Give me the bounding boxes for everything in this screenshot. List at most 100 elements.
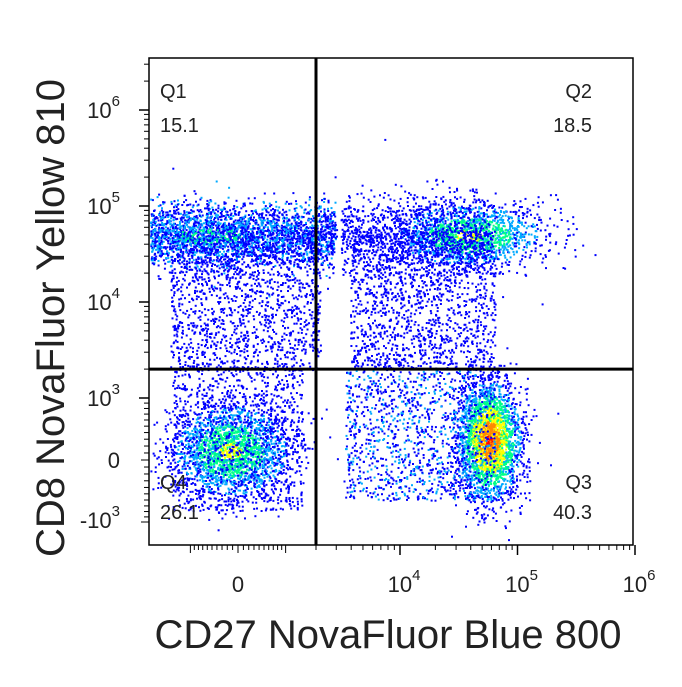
event-dot [539,218,542,221]
event-dot [220,234,223,237]
event-dot [153,223,156,226]
event-dot [153,229,156,232]
event-dot [169,210,172,213]
event-dot [311,241,314,244]
event-dot [396,210,399,213]
event-dot [333,244,335,247]
event-dot [288,209,291,212]
event-dot [254,259,257,261]
event-dot [252,242,254,245]
event-dot [167,213,170,216]
event-dot [482,212,485,214]
event-dot [361,184,364,187]
event-dot [406,257,409,260]
event-dot [429,205,432,208]
event-dot [502,219,505,221]
event-dot [455,227,457,230]
event-dot [419,254,422,257]
event-dot [362,205,365,208]
event-dot [330,207,333,210]
event-dot [176,224,179,227]
event-dot [289,226,292,229]
event-dot [394,224,396,227]
event-dot [296,232,299,235]
event-dot [272,242,274,245]
event-dot [507,233,510,236]
event-dot [496,228,498,231]
event-dot [157,259,160,262]
event-dot [175,209,178,212]
event-dot [555,194,558,197]
event-dot [237,253,240,256]
event-dots [150,138,597,542]
event-dot [210,225,213,228]
event-dot [440,225,443,227]
event-dot [456,252,459,255]
event-dot [399,220,402,222]
event-dot [200,232,203,235]
event-dot [446,207,449,210]
event-dot [448,186,451,189]
event-dot [398,214,401,217]
event-dot [515,227,518,230]
event-dot [504,256,507,259]
event-dot [217,214,220,217]
event-dot [397,237,400,240]
event-dot [460,217,463,220]
event-dot [367,215,370,217]
event-dot [499,228,502,231]
event-dot [212,224,215,226]
event-dot [206,203,209,205]
event-dot [154,222,157,225]
event-dot [181,254,184,257]
event-dot [321,199,323,202]
event-dot [431,223,434,226]
event-dot [511,227,514,230]
event-dot [168,232,171,234]
event-dot [522,217,524,220]
event-dot [251,236,254,239]
event-dot [192,227,195,230]
event-dot [275,231,278,234]
event-dot [453,215,456,217]
event-dot [518,243,521,246]
event-dot [179,230,182,232]
event-dot [261,228,264,231]
event-dot [449,227,451,230]
event-dot [391,210,394,213]
event-dot [177,212,180,215]
event-dot [195,215,198,217]
event-dot [296,235,299,238]
event-dot [289,242,292,245]
event-dot [219,236,222,239]
event-dot [363,261,365,264]
event-dot [384,280,386,283]
event-dot [480,239,483,242]
event-dot [285,213,288,216]
event-dot [242,252,244,255]
event-dot [476,244,479,247]
event-dot [193,240,196,243]
event-dot [150,198,153,201]
event-dot [176,203,179,206]
event-dot [320,236,323,239]
event-dot [160,247,163,250]
event-dot [433,200,436,203]
event-dot [461,248,464,251]
event-dot [239,225,242,228]
event-dot [489,215,492,218]
event-dot [541,201,544,204]
event-dot [271,236,274,239]
event-dot [277,241,280,244]
event-dot [210,240,213,243]
event-dot [389,210,392,213]
event-dot [176,248,179,250]
event-dot [215,259,218,262]
event-dot [462,214,465,217]
event-dot [332,233,335,236]
event-dot [425,245,428,248]
event-dot [197,222,200,225]
event-dot [526,241,529,244]
event-dot [223,255,226,258]
event-dot [381,209,384,212]
